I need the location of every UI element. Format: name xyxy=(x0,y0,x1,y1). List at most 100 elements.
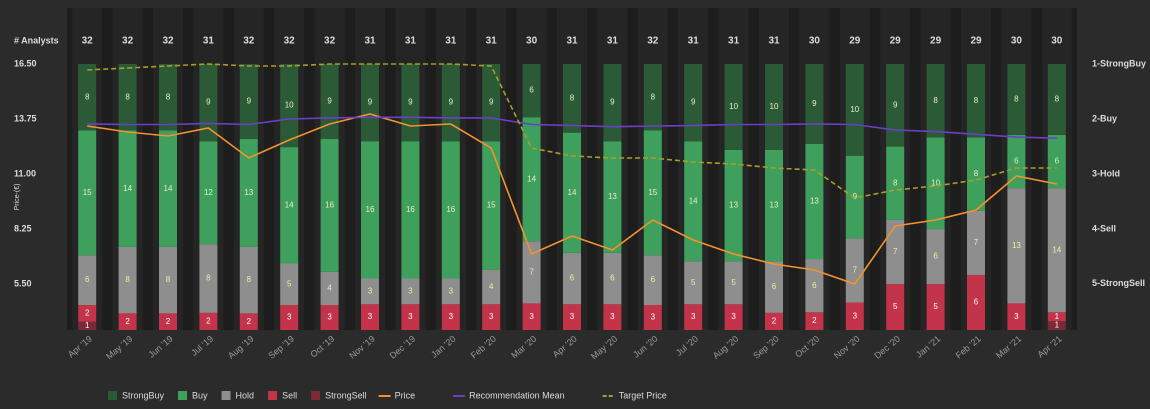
bar-segment xyxy=(159,246,177,314)
segment-label: 2 xyxy=(85,308,90,317)
segment-label: 9 xyxy=(853,192,858,201)
bar-segment xyxy=(684,64,703,142)
bar-segment xyxy=(1047,64,1066,135)
bar-segment xyxy=(320,64,339,139)
segment-label: 6 xyxy=(1014,157,1019,166)
x-tick-label: Nov '19 xyxy=(347,334,377,361)
legend-swatch xyxy=(221,391,231,400)
analyst-count: 29 xyxy=(970,36,982,47)
analyst-count: 29 xyxy=(849,36,861,47)
bar-segment xyxy=(926,137,945,230)
bar-segment xyxy=(765,261,783,313)
bar-segment xyxy=(522,303,541,330)
bar-segment xyxy=(886,64,905,147)
x-tick-label: Apr '21 xyxy=(1036,334,1064,360)
segment-label: 14 xyxy=(568,188,577,197)
segment-label: 6 xyxy=(1055,157,1060,166)
x-tick-label: Feb '21 xyxy=(954,334,983,361)
bar-segment xyxy=(78,130,97,256)
x-tick-label: Mar '20 xyxy=(509,334,538,361)
segment-label: 5 xyxy=(893,302,898,311)
x-tick-label: Dec '19 xyxy=(388,334,418,361)
bar-segment xyxy=(441,64,460,142)
segment-label: 8 xyxy=(893,178,898,187)
segment-label: 3 xyxy=(368,312,373,321)
line-series xyxy=(87,116,1057,139)
segment-label: 9 xyxy=(368,98,373,107)
segment-label: 2 xyxy=(812,316,817,325)
segment-label: 9 xyxy=(408,98,413,107)
segment-label: 14 xyxy=(285,200,294,209)
segment-label: 9 xyxy=(489,98,494,107)
bar-segment xyxy=(199,141,218,245)
y2-tick-label: 1-StrongBuy xyxy=(1092,58,1146,68)
analyst-count: 31 xyxy=(768,36,780,47)
bar-segment xyxy=(522,241,541,304)
y-tick-label: 13.75 xyxy=(14,113,37,123)
x-tick-label: Aug '20 xyxy=(711,334,741,361)
bar-segment xyxy=(967,137,985,211)
bar-segment xyxy=(441,278,460,305)
x-tick-label: Jun '19 xyxy=(146,334,174,360)
analyst-count: 30 xyxy=(1051,36,1063,47)
analyst-count: 31 xyxy=(566,36,578,47)
bar-segment xyxy=(78,321,97,330)
segment-label: 13 xyxy=(810,197,819,206)
bar-segment xyxy=(482,269,501,305)
segment-label: 7 xyxy=(974,238,979,247)
bar-segment xyxy=(845,302,864,330)
bar-segment xyxy=(724,64,743,150)
analyst-count: 30 xyxy=(809,36,821,47)
segment-label: 14 xyxy=(1052,245,1061,254)
segment-label: 6 xyxy=(974,298,979,307)
bar-segment xyxy=(199,244,218,313)
segment-label: 4 xyxy=(327,284,332,293)
y-tick-label: 16.50 xyxy=(14,58,37,68)
segment-label: 9 xyxy=(691,98,696,107)
bar-segment xyxy=(159,64,177,131)
x-tick-label: Aug '19 xyxy=(226,334,256,361)
legend-label: Target Price xyxy=(619,390,667,400)
segment-label: 10 xyxy=(850,105,859,114)
analysts-label: # Analysts xyxy=(14,35,59,45)
segment-label: 10 xyxy=(729,102,738,111)
segment-label: 16 xyxy=(446,205,455,214)
segment-label: 10 xyxy=(285,101,294,110)
bar-segment xyxy=(603,252,622,305)
segment-label: 6 xyxy=(529,86,534,95)
segment-label: 5 xyxy=(691,278,696,287)
analyst-count: 32 xyxy=(284,36,296,47)
segment-label: 3 xyxy=(368,286,373,295)
x-tick-label: May '19 xyxy=(104,334,134,362)
analyst-count: 30 xyxy=(526,36,538,47)
bar-segment xyxy=(78,64,97,131)
segment-label: 3 xyxy=(449,312,454,321)
bar-segment xyxy=(684,261,703,305)
bar-segment xyxy=(118,246,137,314)
segment-label: 8 xyxy=(1055,95,1060,104)
bar-segment xyxy=(239,313,258,330)
segment-label: 8 xyxy=(125,92,130,101)
segment-label: 15 xyxy=(648,188,657,197)
bar-segment xyxy=(563,64,581,133)
bar-segment xyxy=(724,304,743,330)
bar-segment xyxy=(159,130,177,247)
segment-label: 8 xyxy=(166,92,171,101)
bar-segment xyxy=(118,313,137,330)
bar-segment xyxy=(563,304,581,330)
y-tick-label: 5.50 xyxy=(14,278,32,288)
segment-label: 1 xyxy=(85,321,90,330)
x-tick-label: Jun '20 xyxy=(631,334,659,360)
bar-segment xyxy=(361,304,379,330)
x-tick-label: Sep '20 xyxy=(751,334,781,361)
segment-label: 2 xyxy=(125,317,130,326)
analyst-count: 31 xyxy=(405,36,417,47)
x-tick-label: Nov '20 xyxy=(832,334,862,361)
line-series xyxy=(87,113,1057,285)
segment-label: 6 xyxy=(651,275,656,284)
bar-segment xyxy=(401,141,420,279)
bar-segment xyxy=(886,219,905,285)
x-tick-label: Jan '21 xyxy=(914,334,942,360)
analyst-count: 31 xyxy=(364,36,376,47)
